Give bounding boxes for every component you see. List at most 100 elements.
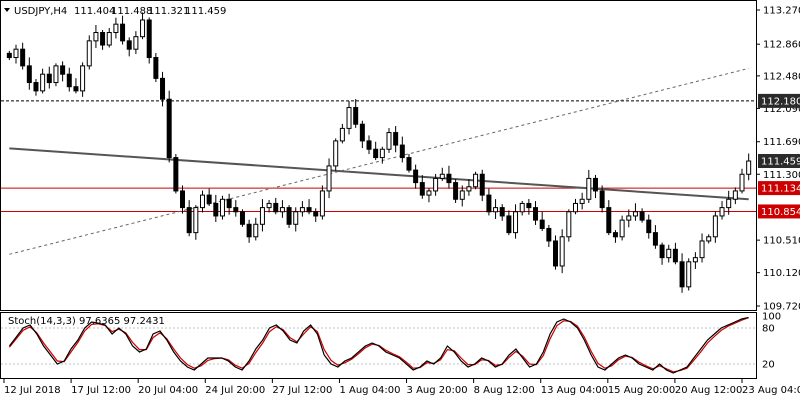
- candle-body: [180, 190, 186, 209]
- candle-body: [612, 232, 618, 238]
- candle-body: [433, 177, 439, 192]
- candle-body: [120, 23, 126, 42]
- stoch-tick-label: 80: [762, 324, 775, 335]
- candle-body: [493, 207, 499, 213]
- candle-body: [706, 236, 712, 242]
- candle-body: [286, 207, 292, 225]
- candle-body: [686, 261, 692, 288]
- candle-body: [619, 219, 625, 238]
- candle-body: [353, 107, 359, 125]
- candle-body: [166, 98, 172, 159]
- time-tick-label: 12 Jul 2018: [4, 385, 61, 396]
- candle-body: [153, 57, 159, 79]
- candle-body: [506, 215, 512, 234]
- candle-body: [126, 40, 132, 50]
- price-tick-label: 111.300: [763, 170, 800, 181]
- candle-body: [632, 211, 638, 217]
- time-axis: 12 Jul 2018 17 Jul 12:00 20 Jul 04:00 24 Ju…: [3, 379, 800, 396]
- stoch-levels: [1, 327, 756, 365]
- candle-body: [606, 207, 612, 234]
- candle-body: [273, 202, 279, 213]
- candle-body: [173, 157, 179, 192]
- candle-body: [712, 215, 718, 238]
- candle-body: [213, 202, 219, 217]
- stoch-tick-label: 100: [762, 312, 781, 323]
- price-tick-label: 111.690: [763, 137, 800, 148]
- candle-body: [579, 198, 585, 204]
- candle-body: [113, 23, 119, 34]
- candle-body: [499, 207, 505, 217]
- price-tag-label: 111.459: [761, 157, 800, 168]
- candle-body: [586, 177, 592, 200]
- stoch-tick-label: 20: [762, 360, 775, 371]
- dropdown-triangle-icon[interactable]: [4, 8, 10, 12]
- candle-body: [86, 40, 92, 67]
- candle-body: [413, 169, 419, 184]
- stoch-main-line: [8, 316, 749, 374]
- candle-body: [93, 32, 99, 42]
- candle-body: [193, 207, 199, 234]
- price-tag: [758, 93, 800, 108]
- candle-body: [40, 73, 46, 92]
- candle-body: [692, 257, 698, 263]
- candle-body: [386, 132, 392, 150]
- time-tick-label: 24 Jul 20:00: [205, 385, 265, 396]
- time-tick-label: 8 Aug 12:00: [474, 385, 535, 396]
- ohlc-open: 111.404: [74, 6, 115, 17]
- candle-body: [313, 211, 319, 217]
- candle-body: [566, 211, 572, 238]
- candle-body: [513, 211, 519, 234]
- symbol-label: USDJPY,H4: [14, 6, 67, 17]
- time-tick-label: 20 Jul 04:00: [138, 385, 198, 396]
- candle-body: [306, 207, 312, 213]
- candle-body: [666, 248, 672, 259]
- candle-body: [639, 211, 645, 221]
- candle-body: [446, 173, 452, 184]
- candle-body: [652, 232, 658, 246]
- candle-body: [279, 207, 285, 213]
- candle-body: [73, 86, 79, 92]
- trendlines: [9, 67, 749, 255]
- price-tick-label: 113.270: [763, 6, 800, 17]
- candle-body: [100, 32, 106, 46]
- candle-body: [379, 148, 385, 159]
- candle-body: [439, 173, 445, 179]
- candle-body: [559, 236, 565, 267]
- price-tag: [758, 204, 800, 219]
- candle-body: [13, 48, 19, 59]
- candle-body: [739, 173, 745, 192]
- ohlc-low: 111.321: [148, 6, 189, 17]
- candle-body: [26, 65, 32, 84]
- ohlc-close: 111.459: [185, 6, 226, 17]
- time-tick-label: 17 Jul 12:00: [71, 385, 131, 396]
- time-tick-label: 23 Aug 04:00: [742, 385, 800, 396]
- ohlc-high: 111.488: [111, 6, 152, 17]
- candle-body: [486, 194, 492, 213]
- candle-body: [266, 202, 272, 209]
- candle-body: [719, 207, 725, 217]
- price-tick-label: 110.120: [763, 268, 800, 279]
- candle-body: [206, 194, 212, 204]
- candle-body: [293, 211, 299, 225]
- candle-body: [239, 211, 245, 225]
- candles: [6, 12, 752, 293]
- candle-body: [726, 198, 732, 209]
- stoch-lines: [8, 316, 749, 374]
- candle-body: [466, 186, 472, 192]
- candle-body: [6, 52, 12, 59]
- price-tick-label: 112.860: [763, 40, 800, 51]
- candle-body: [406, 157, 412, 171]
- price-tick-label: 112.090: [763, 104, 800, 115]
- candle-body: [672, 248, 678, 263]
- candle-body: [592, 177, 598, 192]
- candle-body: [366, 140, 372, 150]
- candle-body: [33, 82, 39, 92]
- candle-body: [253, 223, 259, 238]
- price-tag-label: 112.180: [761, 96, 800, 107]
- candle-body: [426, 190, 432, 196]
- candle-body: [553, 240, 559, 267]
- time-tick-label: 3 Aug 20:00: [407, 385, 468, 396]
- time-tick-label: 15 Aug 20:00: [608, 385, 675, 396]
- price-tick-label: 109.720: [763, 302, 800, 313]
